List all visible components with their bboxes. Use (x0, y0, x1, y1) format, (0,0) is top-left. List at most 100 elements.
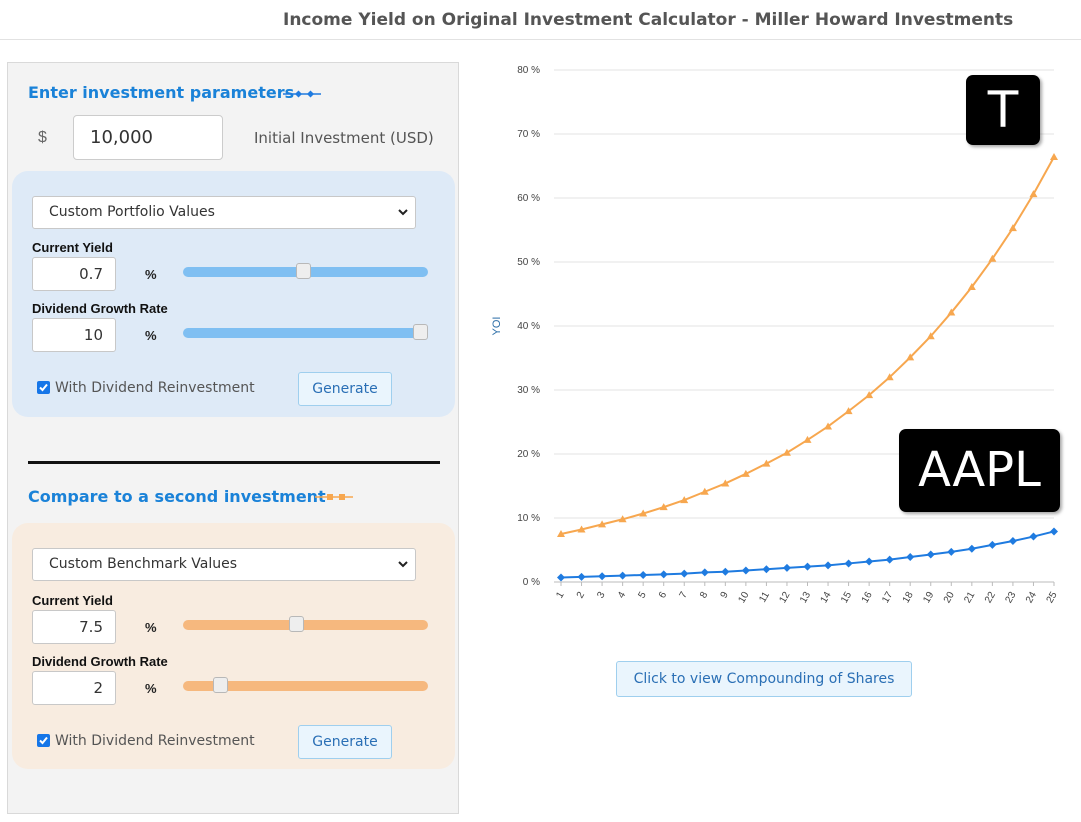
slider-handle[interactable] (295, 263, 311, 279)
investment-parameters-heading-text: Enter investment parameters (28, 83, 295, 102)
portfolio-settings-box: Custom Portfolio Values Current Yield 0.… (12, 171, 455, 417)
blue-series-point (885, 555, 894, 564)
blue-series-point (762, 565, 771, 574)
benchmark-select-value: Custom Benchmark Values (49, 556, 238, 572)
blue-series-point (844, 559, 853, 568)
blue-series-point (700, 568, 709, 577)
orange-series-point (988, 254, 997, 262)
x-tick-label: 9 (719, 590, 732, 601)
y-tick-label: 0 % (523, 577, 540, 588)
orange-series-point (865, 391, 874, 399)
x-tick-label: 15 (839, 590, 854, 606)
x-tick-label: 14 (819, 590, 834, 606)
benchmark-settings-box: Custom Benchmark Values Current Yield 7.… (12, 523, 455, 769)
initial-investment-value: 10,000 (90, 127, 153, 148)
blue-series-point (947, 547, 956, 556)
blue-series-point (618, 571, 627, 580)
y-axis-label: YOI (491, 317, 503, 336)
x-tick-label: 2 (575, 590, 588, 601)
current-yield-slider[interactable] (183, 263, 428, 279)
blue-series-point (577, 572, 586, 581)
orange-series-point (824, 422, 833, 430)
orange-series-point (700, 487, 709, 495)
x-tick-label: 23 (1003, 590, 1018, 606)
benchmark-growth-input[interactable]: 2 (32, 671, 116, 705)
blue-series-point (782, 563, 791, 572)
chevron-down-icon (398, 209, 408, 216)
blue-series-point (557, 573, 565, 582)
x-tick-label: 16 (860, 590, 875, 606)
blue-series-point (803, 562, 812, 571)
current-yield-label: Current Yield (32, 593, 113, 608)
x-tick-label: 8 (698, 590, 711, 601)
y-tick-label: 40 % (517, 321, 540, 332)
benchmark-yield-value: 7.5 (79, 618, 103, 636)
benchmark-yield-slider[interactable] (183, 616, 428, 632)
blue-series-point (680, 569, 689, 578)
section-divider (28, 461, 440, 464)
slider-handle[interactable] (413, 324, 428, 340)
series-label-top: T (966, 75, 1040, 145)
x-tick-label: 21 (962, 590, 977, 606)
checkmark-icon (39, 736, 48, 745)
orange-series-point (557, 530, 565, 537)
dividend-growth-input[interactable]: 10 (32, 318, 116, 352)
x-tick-label: 12 (777, 590, 792, 606)
orange-series-point (659, 503, 668, 511)
percent-label: % (145, 267, 157, 282)
generate-button[interactable]: Generate (298, 725, 392, 759)
chevron-down-icon (398, 561, 408, 568)
orange-series-point (1029, 190, 1038, 198)
slider-handle[interactable] (288, 616, 304, 632)
benchmark-growth-value: 2 (93, 679, 103, 697)
dividend-growth-slider[interactable] (183, 324, 428, 340)
orange-series-point (721, 479, 730, 487)
generate-button[interactable]: Generate (298, 372, 392, 406)
page-title: Income Yield on Original Investment Calc… (0, 0, 1081, 40)
second-investment-heading-text: Compare to a second investment (28, 487, 326, 506)
orange-series-point (885, 373, 894, 381)
second-investment-heading: Compare to a second investment (28, 487, 326, 506)
x-tick-label: 19 (921, 590, 936, 606)
orange-series-point (803, 435, 812, 443)
blue-series-point (1029, 532, 1038, 541)
blue-series-point (1008, 537, 1017, 546)
currency-symbol: $ (38, 129, 47, 146)
y-tick-label: 50 % (517, 257, 540, 268)
y-tick-label: 70 % (517, 129, 540, 140)
benchmark-growth-slider[interactable] (183, 677, 428, 693)
blue-series-point (906, 553, 915, 562)
x-tick-label: 13 (798, 590, 813, 606)
orange-series-point (741, 469, 750, 477)
view-compounding-button[interactable]: Click to view Compounding of Shares (616, 661, 912, 697)
blue-series-point (824, 561, 833, 570)
initial-investment-label: Initial Investment (USD) (254, 129, 434, 147)
x-tick-label: 6 (657, 590, 670, 601)
slider-handle[interactable] (212, 677, 228, 693)
portfolio-select[interactable]: Custom Portfolio Values (32, 196, 416, 229)
x-tick-label: 10 (736, 590, 751, 606)
blue-series-point (741, 566, 750, 575)
reinvestment-checkbox[interactable] (37, 734, 50, 747)
reinvestment-checkbox[interactable] (37, 381, 50, 394)
x-tick-label: 18 (901, 590, 916, 606)
x-tick-label: 24 (1024, 590, 1039, 606)
x-tick-label: 5 (636, 590, 649, 601)
current-yield-input[interactable]: 0.7 (32, 257, 116, 291)
orange-series-point (618, 515, 627, 523)
y-tick-label: 20 % (517, 449, 540, 460)
initial-investment-input[interactable]: 10,000 (73, 115, 223, 160)
reinvestment-label: With Dividend Reinvestment (55, 380, 255, 396)
orange-series-point (844, 407, 853, 415)
orange-series-point (598, 520, 607, 528)
current-yield-value: 0.7 (79, 265, 103, 283)
y-tick-label: 30 % (517, 385, 540, 396)
x-tick-label: 11 (757, 590, 772, 605)
orange-series-legend-icon (315, 494, 353, 500)
benchmark-select[interactable]: Custom Benchmark Values (32, 548, 416, 581)
x-tick-label: 17 (880, 590, 895, 606)
blue-series-point (988, 540, 997, 549)
series-label-bottom: AAPL (899, 429, 1060, 512)
benchmark-yield-input[interactable]: 7.5 (32, 610, 116, 644)
